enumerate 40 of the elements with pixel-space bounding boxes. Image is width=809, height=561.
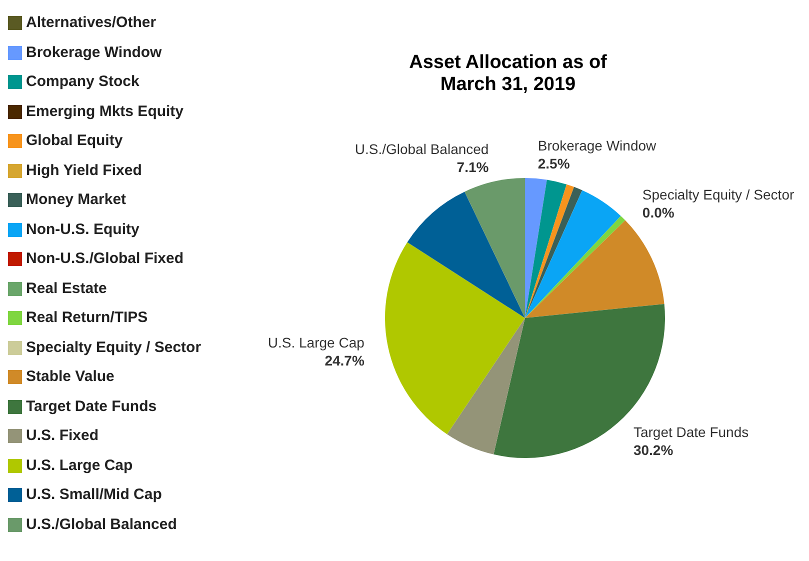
legend-label: U.S. Fixed xyxy=(26,427,99,444)
legend-label: Real Estate xyxy=(26,280,107,296)
legend-label: Non-U.S./Global Fixed xyxy=(26,250,184,267)
legend-label: Company Stock xyxy=(26,73,140,90)
data-label: 24.7% xyxy=(324,352,365,368)
data-label: 7.1% xyxy=(456,159,490,176)
legend-label: U.S. Small/Mid Cap xyxy=(26,486,162,503)
pie-slice xyxy=(385,242,525,434)
pie-slice xyxy=(525,184,574,318)
pie-slice xyxy=(525,220,664,318)
legend-label: Target Date Funds xyxy=(26,398,157,414)
slice-label: Target Date Funds xyxy=(633,424,749,440)
legend-label: Alternatives/Other xyxy=(26,14,156,31)
legend-label: U.S./Global Balanced xyxy=(26,516,177,532)
legend-label: Emerging Mkts Equity xyxy=(26,102,184,120)
legend-label: High Yield Fixed xyxy=(26,162,142,178)
legend-label: Brokerage Window xyxy=(26,44,162,60)
data-label: 2.5% xyxy=(538,156,570,172)
slice-label: U.S./Global Balanced xyxy=(354,141,489,158)
legend-label: Money Market xyxy=(26,191,126,208)
legend-label: Non-U.S. Equity xyxy=(26,220,140,238)
slice-label: U.S. Large Cap xyxy=(268,334,365,350)
legend-label: Global Equity xyxy=(26,132,123,149)
slice-label: Brokerage Window xyxy=(538,138,658,154)
legend-label: Real Return/TIPS xyxy=(26,309,148,326)
text: Asset Allocation as of March 31, 2019 xyxy=(408,52,608,96)
legend-label: Stable Value xyxy=(26,368,114,385)
pie-slice xyxy=(407,192,525,318)
pie-slice xyxy=(525,180,567,318)
legend-label: U.S. Large Cap xyxy=(26,456,133,474)
legend-label: Specialty Equity / Sector xyxy=(26,338,202,356)
text: 0.0% xyxy=(642,204,674,220)
pie-slice xyxy=(525,190,621,318)
pie-slice xyxy=(447,318,525,454)
data-label: 30.2% xyxy=(633,442,674,458)
category-label: Specialty Equity / Sector xyxy=(642,186,794,202)
pie-slice xyxy=(525,216,626,318)
pie-slice xyxy=(464,178,525,318)
pie-slice xyxy=(525,178,547,318)
pie-slice xyxy=(525,186,582,318)
